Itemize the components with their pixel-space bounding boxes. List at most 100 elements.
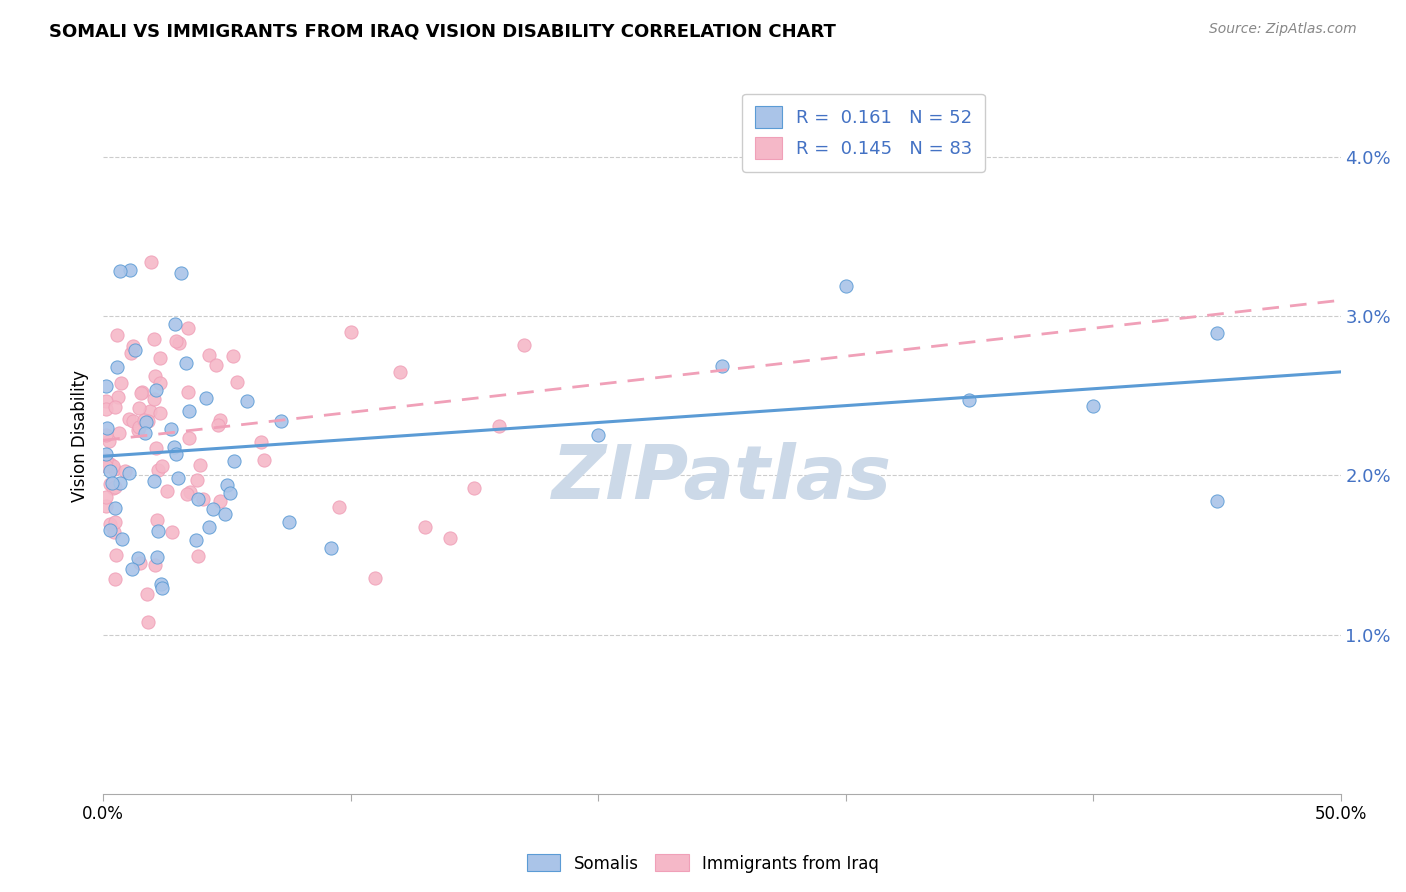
Point bbox=[94, 458, 117, 473]
Point bbox=[128, 401, 150, 415]
Point bbox=[253, 453, 276, 467]
Point bbox=[463, 481, 485, 495]
Point bbox=[170, 266, 193, 280]
Point bbox=[156, 484, 179, 499]
Point bbox=[132, 413, 155, 427]
Point bbox=[103, 525, 125, 540]
Point bbox=[108, 425, 131, 440]
Text: SOMALI VS IMMIGRANTS FROM IRAQ VISION DISABILITY CORRELATION CHART: SOMALI VS IMMIGRANTS FROM IRAQ VISION DI… bbox=[49, 22, 837, 40]
Point bbox=[208, 413, 231, 427]
Point bbox=[149, 376, 172, 391]
Point bbox=[114, 464, 136, 478]
Point bbox=[586, 427, 609, 442]
Point bbox=[205, 358, 228, 372]
Point bbox=[122, 338, 145, 352]
Point bbox=[149, 406, 172, 420]
Point bbox=[129, 385, 152, 400]
Point bbox=[129, 556, 152, 570]
Point bbox=[98, 457, 121, 471]
Point bbox=[139, 404, 162, 418]
Point bbox=[166, 471, 188, 485]
Point bbox=[162, 524, 184, 539]
Text: ZIPatlas: ZIPatlas bbox=[551, 442, 891, 515]
Point bbox=[488, 418, 510, 433]
Point bbox=[107, 390, 129, 404]
Point bbox=[94, 428, 117, 442]
Point bbox=[187, 549, 209, 564]
Point bbox=[127, 550, 149, 565]
Point bbox=[121, 562, 143, 576]
Point bbox=[124, 343, 146, 358]
Point bbox=[143, 332, 166, 346]
Point bbox=[111, 532, 134, 546]
Point bbox=[134, 425, 156, 440]
Point bbox=[148, 463, 170, 477]
Point bbox=[226, 375, 249, 389]
Point bbox=[131, 384, 153, 399]
Point bbox=[270, 414, 292, 428]
Point bbox=[339, 325, 361, 339]
Point bbox=[94, 447, 117, 461]
Point bbox=[105, 328, 128, 343]
Point bbox=[143, 475, 166, 489]
Point bbox=[94, 379, 117, 393]
Point bbox=[194, 391, 217, 405]
Point bbox=[1205, 326, 1227, 341]
Point bbox=[250, 435, 273, 450]
Point bbox=[179, 484, 201, 499]
Point bbox=[201, 502, 224, 516]
Point bbox=[176, 384, 198, 399]
Point bbox=[101, 476, 124, 491]
Point bbox=[163, 318, 186, 332]
Point bbox=[236, 393, 259, 408]
Point bbox=[187, 491, 209, 506]
Point bbox=[217, 478, 239, 492]
Point bbox=[117, 412, 139, 426]
Point bbox=[150, 459, 173, 474]
Point bbox=[328, 500, 350, 514]
Point bbox=[146, 524, 169, 538]
Point bbox=[108, 263, 131, 277]
Point bbox=[98, 434, 121, 448]
Point bbox=[957, 392, 980, 407]
Point bbox=[177, 431, 200, 445]
Point bbox=[110, 376, 132, 390]
Point bbox=[98, 476, 121, 491]
Point bbox=[94, 401, 117, 416]
Point bbox=[101, 458, 124, 473]
Point bbox=[101, 481, 124, 495]
Point bbox=[208, 494, 231, 508]
Point bbox=[319, 541, 342, 555]
Point bbox=[1205, 493, 1227, 508]
Point bbox=[128, 420, 150, 434]
Point bbox=[710, 359, 733, 373]
Point bbox=[135, 587, 157, 601]
Point bbox=[148, 351, 170, 365]
Point bbox=[219, 486, 242, 500]
Point bbox=[94, 452, 117, 467]
Point bbox=[104, 516, 127, 530]
Point bbox=[142, 392, 165, 406]
Point bbox=[169, 336, 191, 351]
Point bbox=[143, 369, 166, 384]
Point bbox=[121, 414, 143, 428]
Point bbox=[364, 571, 387, 585]
Point bbox=[207, 417, 229, 432]
Point bbox=[145, 383, 167, 397]
Legend: Somalis, Immigrants from Iraq: Somalis, Immigrants from Iraq bbox=[520, 847, 886, 880]
Point bbox=[176, 321, 198, 335]
Point bbox=[103, 462, 125, 476]
Point bbox=[186, 533, 208, 548]
Point bbox=[108, 476, 131, 491]
Point bbox=[98, 517, 121, 532]
Point bbox=[120, 346, 142, 360]
Point bbox=[118, 467, 141, 481]
Point bbox=[146, 513, 169, 527]
Point bbox=[188, 458, 211, 473]
Point bbox=[222, 349, 245, 363]
Point bbox=[98, 464, 121, 478]
Point bbox=[145, 441, 167, 455]
Point bbox=[136, 414, 159, 428]
Text: Source: ZipAtlas.com: Source: ZipAtlas.com bbox=[1209, 22, 1357, 37]
Point bbox=[389, 365, 412, 379]
